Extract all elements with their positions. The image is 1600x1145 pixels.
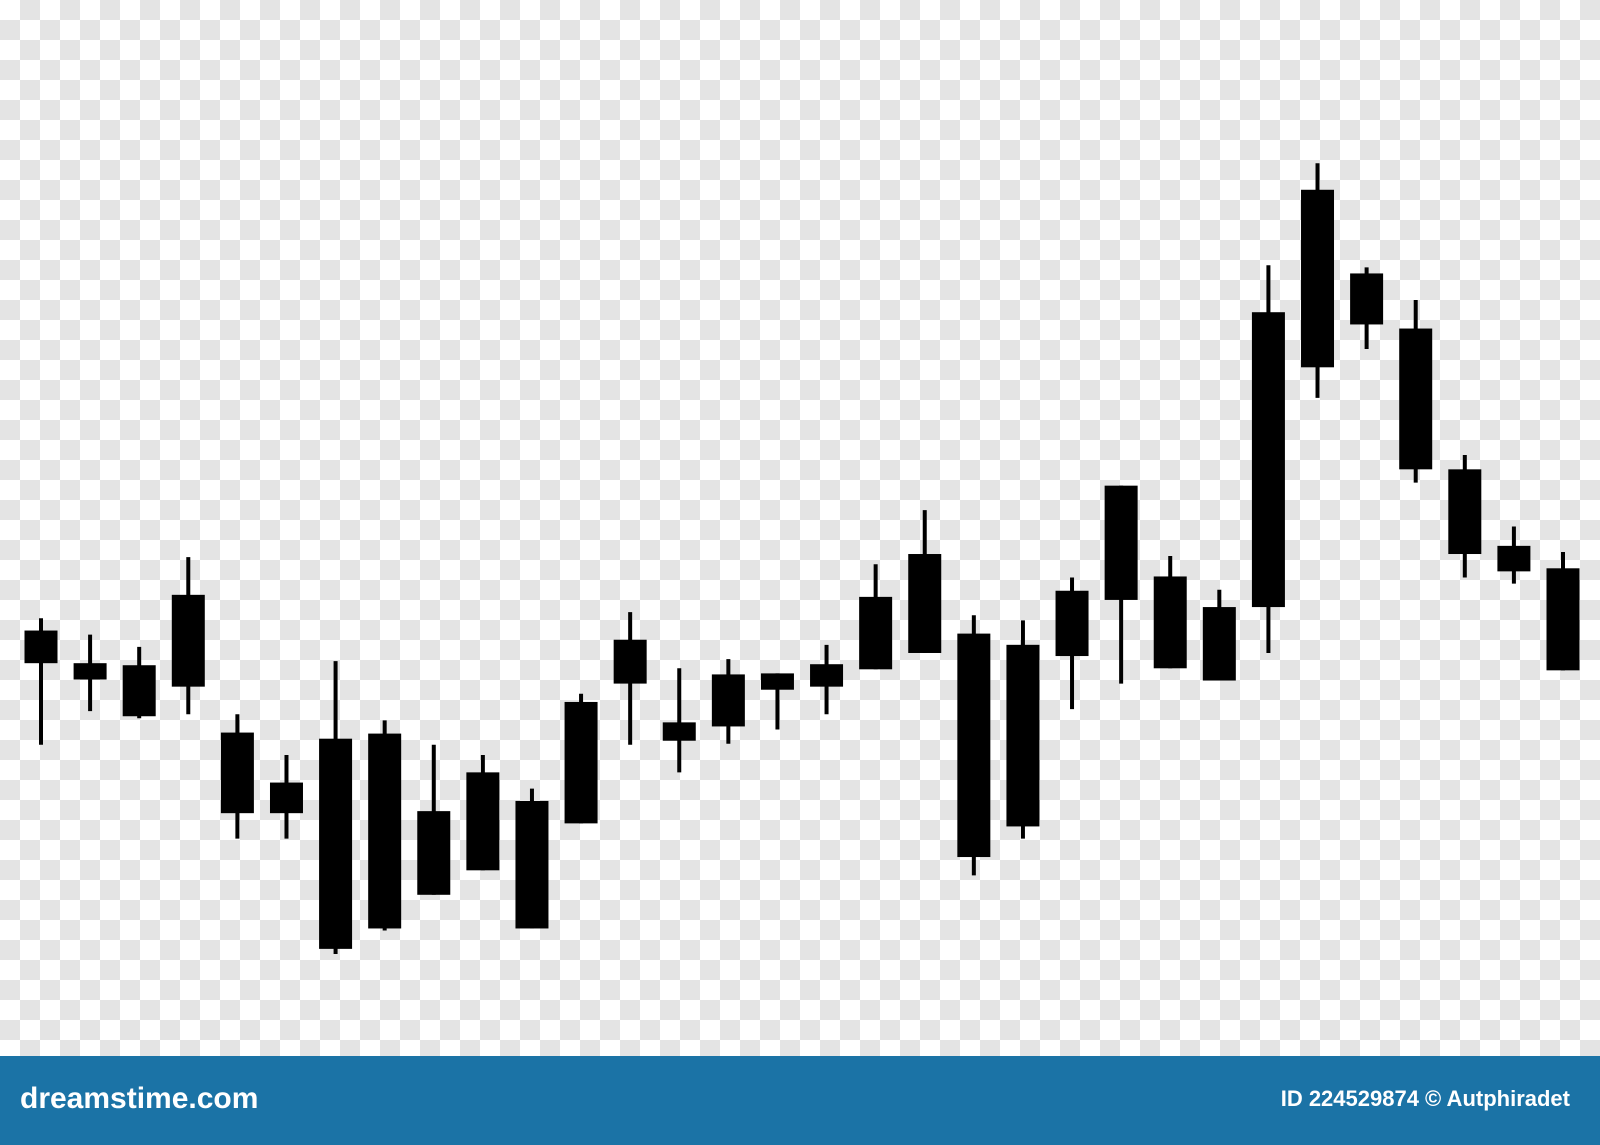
candle-body [1497,545,1531,572]
candle-body [662,722,696,741]
candle-body [760,673,794,690]
candle-body [1055,590,1089,657]
chart [0,0,1600,1056]
candle-body [220,732,254,814]
candle-body [1399,328,1433,470]
candle-body [171,594,205,687]
candle-body [613,639,647,684]
candle-body [810,664,844,687]
candle-body [319,738,353,949]
candle-body [957,633,991,858]
image-credit: ID 224529874 © Autphiradet [1280,1086,1570,1111]
candle-body [1006,644,1040,827]
candle-body [1546,568,1580,671]
site-name[interactable]: dreamstime.com [20,1082,259,1115]
candle-body [1202,607,1236,681]
candle-body [466,772,500,871]
candle-body [73,663,107,680]
candle-body [908,554,942,653]
candle-body [859,596,893,670]
candle-body [269,782,303,814]
candle-body [1104,485,1138,600]
candle-body [1251,312,1285,608]
candle-body [711,674,745,727]
candle-body [417,811,451,895]
candle-body [564,701,598,824]
candle-body [1448,469,1482,555]
footer: dreamstime.com ID 224529874 © Autphirade… [0,1056,1600,1145]
candle-body [515,800,549,929]
candle-body [122,665,156,717]
candle-body [1350,273,1384,325]
candle-body [368,733,402,929]
candle-body [1153,576,1187,669]
candle-body [1301,189,1335,368]
candle-body [24,630,58,664]
